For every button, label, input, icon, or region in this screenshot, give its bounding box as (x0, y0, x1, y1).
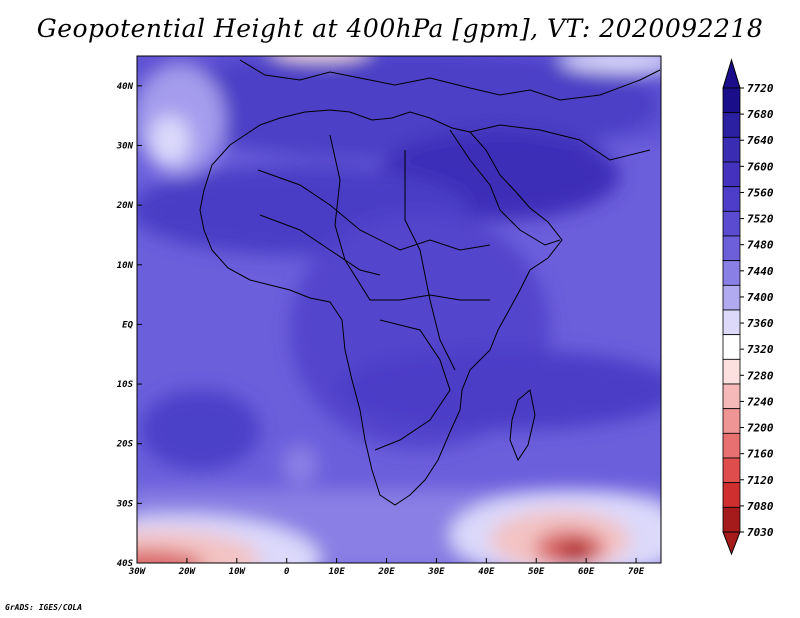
lat-tick-label: 20N (116, 201, 134, 211)
colorbar-label: 7360 (747, 317, 774, 330)
colorbar-swatch (722, 284, 741, 311)
colorbar-top-arrow (722, 58, 741, 89)
colorbar: 7720 7680 7640 7600 7560 7520 7480 7440 7400 7360… (722, 58, 774, 556)
lon-tick-label: 10W (229, 567, 247, 577)
lat-tick-label: 30N (116, 141, 134, 151)
coastlines (199, 59, 661, 506)
colorbar-swatch (722, 136, 741, 163)
chart-title: Geopotential Height at 400hPa [gpm], VT:… (36, 14, 764, 43)
height-field (137, 56, 661, 563)
map-frame (136, 55, 662, 564)
colorbar-swatch (722, 506, 741, 533)
colorbar-swatch (722, 334, 741, 360)
colorbar-swatch (722, 358, 741, 385)
colorbar-swatch (722, 161, 741, 188)
lat-tick-label: 20S (116, 440, 134, 450)
colorbar-label: 7480 (747, 239, 774, 252)
lon-tick-label: 10E (328, 567, 345, 577)
colorbar-label: 7640 (747, 134, 774, 147)
colorbar-label: 7320 (747, 343, 774, 356)
colorbar-swatch (722, 235, 741, 262)
lon-tick-label: 60E (578, 567, 595, 577)
colorbar-label: 7080 (747, 500, 774, 513)
colorbar-swatch (722, 383, 741, 410)
lon-tick-label: 20E (377, 567, 395, 577)
colorbar-label: 7400 (747, 291, 774, 304)
colorbar-swatch (722, 186, 741, 212)
colorbar-label: 7120 (747, 474, 774, 487)
lat-tick-label: 10S (117, 380, 134, 390)
colorbar-label: 7720 (747, 82, 774, 95)
lat-tick-label: 30S (116, 499, 134, 509)
colorbar-label: 7160 (747, 448, 774, 461)
colorbar-label: 7030 (747, 526, 774, 539)
colorbar-label: 7600 (747, 160, 774, 173)
colorbar-label: 7240 (747, 395, 774, 408)
lat-tick-label: 10N (117, 261, 134, 271)
lon-tick-label: 20W (178, 567, 197, 577)
colorbar-swatch (722, 210, 741, 237)
colorbar-label: 7560 (747, 186, 774, 199)
colorbar-bottom-arrow (722, 531, 741, 556)
colorbar-label: 7440 (747, 265, 774, 278)
latitude-axis: 40N 30N 20N 10N EQ 10S 20S 30S 40S (116, 82, 142, 569)
longitude-axis: 30W 20W 10W 0 10E 20E 30E 40E 50E 60E 70E (128, 558, 645, 577)
lon-tick-label: 30E (427, 567, 445, 577)
colorbar-swatch (722, 457, 741, 484)
lon-tick-label: 40E (478, 567, 495, 577)
lat-tick-label: 40N (117, 82, 134, 92)
colorbar-swatch (722, 87, 741, 114)
colorbar-label: 7680 (747, 108, 774, 121)
colorbar-swatch (722, 309, 741, 336)
colorbar-swatch (722, 432, 741, 459)
colorbar-swatch (722, 408, 741, 434)
colorbar-swatch (722, 482, 741, 508)
colorbar-label: 7520 (747, 213, 774, 226)
lat-tick-label: 40S (117, 559, 134, 569)
colorbar-label: 7200 (747, 422, 774, 435)
lon-tick-label: 70E (628, 567, 645, 577)
lon-tick-label: 30W (128, 567, 147, 577)
lat-tick-label: EQ (122, 320, 133, 330)
colorbar-swatch (722, 112, 741, 138)
credit-label: GrADS: IGES/COLA (5, 603, 83, 612)
colorbar-label: 7280 (747, 369, 774, 382)
lon-tick-label: 0 (284, 567, 290, 577)
lon-tick-label: 50E (528, 567, 545, 577)
colorbar-swatch (722, 260, 741, 286)
